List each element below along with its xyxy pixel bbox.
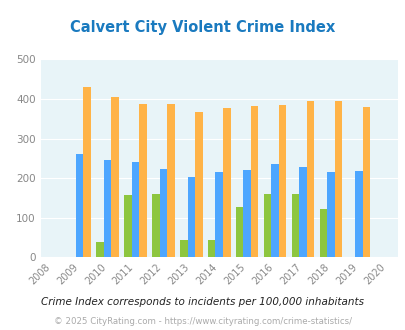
Bar xyxy=(319,209,326,257)
Bar xyxy=(326,172,334,257)
Bar xyxy=(139,104,147,257)
Bar xyxy=(131,162,139,257)
Bar xyxy=(111,97,119,257)
Bar xyxy=(83,87,91,257)
Bar xyxy=(235,207,243,257)
Bar xyxy=(278,105,286,257)
Text: © 2025 CityRating.com - https://www.cityrating.com/crime-statistics/: © 2025 CityRating.com - https://www.city… xyxy=(54,317,351,326)
Bar xyxy=(159,169,167,257)
Bar xyxy=(306,101,313,257)
Bar xyxy=(263,194,271,257)
Bar xyxy=(195,112,202,257)
Bar xyxy=(362,107,369,257)
Bar xyxy=(354,172,362,257)
Bar xyxy=(215,172,222,257)
Bar xyxy=(104,160,111,257)
Bar xyxy=(96,242,104,257)
Bar xyxy=(152,194,159,257)
Bar xyxy=(167,104,174,257)
Bar xyxy=(187,178,195,257)
Bar xyxy=(222,108,230,257)
Bar xyxy=(250,106,258,257)
Text: Crime Index corresponds to incidents per 100,000 inhabitants: Crime Index corresponds to incidents per… xyxy=(41,297,364,307)
Bar xyxy=(271,164,278,257)
Bar xyxy=(124,195,131,257)
Bar xyxy=(207,240,215,257)
Bar xyxy=(334,101,341,257)
Text: Calvert City Violent Crime Index: Calvert City Violent Crime Index xyxy=(70,20,335,35)
Bar xyxy=(179,240,187,257)
Bar xyxy=(76,154,83,257)
Bar xyxy=(298,167,306,257)
Bar xyxy=(291,194,298,257)
Bar xyxy=(243,170,250,257)
